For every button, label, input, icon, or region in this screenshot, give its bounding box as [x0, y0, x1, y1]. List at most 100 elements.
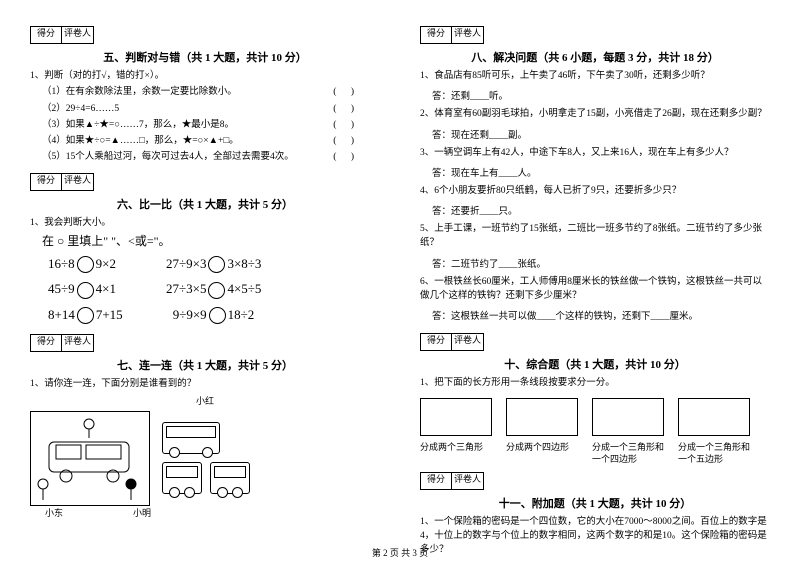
figure-row: [30, 411, 380, 506]
scene-box: [30, 411, 150, 506]
grader-label: 评卷人: [452, 333, 484, 351]
sec5-i1-text: （1）在有余数除法里，余数一定要比除数小。: [42, 87, 237, 97]
sec8-q4: 4、6个小朋友要折80只纸鹤，每人已折了9只，还要折多少只？: [420, 184, 770, 198]
cmp-row-2: 45÷9 4×1 27÷3×5 4×5÷5: [48, 281, 380, 299]
cmp-r: 4×1: [96, 281, 116, 296]
circle-blank[interactable]: [209, 307, 226, 324]
score-label: 得分: [30, 334, 62, 352]
sec11-title: 十一、附加题（共 1 大题，共计 10 分）: [420, 495, 770, 511]
rect-4: [678, 398, 750, 436]
sec10-title: 十、综合题（共 1 大题，共计 10 分）: [420, 356, 770, 372]
cmp-r: 7+15: [96, 307, 123, 322]
right-column: 得分 评卷人 八、解决问题（共 6 小题，每题 3 分，共计 18 分） 1、食…: [420, 20, 770, 545]
paren: ( ): [333, 85, 360, 99]
cmp-pair: 16÷8 9×2: [48, 256, 116, 274]
cmp-l: 45÷9: [48, 281, 75, 296]
sec8-a3: 答：现在车上有____人。: [432, 165, 770, 179]
rect-1: [420, 398, 492, 436]
grader-label: 评卷人: [452, 26, 484, 44]
fig-bottom-labels: 小东 小明: [45, 506, 380, 519]
sec7-title: 七、连一连（共 1 大题，共计 5 分）: [30, 357, 380, 373]
cap-1: 分成两个三角形: [420, 442, 492, 465]
circle-blank[interactable]: [77, 282, 94, 299]
left-column: 得分 评卷人 五、判断对与错（共 1 大题，共计 10 分） 1、判断（对的打√…: [30, 20, 380, 545]
paren: ( ): [333, 102, 360, 116]
sec5-i3: （3）如果▲÷★=○……7，那么，★最小是8。 ( ): [42, 118, 380, 132]
score-label: 得分: [30, 26, 62, 44]
circle-blank[interactable]: [208, 256, 225, 273]
sec8-a2: 答：现在还剩____副。: [432, 127, 770, 141]
fig-left-label: 小东: [45, 506, 63, 519]
page-footer: 第 2 页 共 3 页: [0, 546, 800, 559]
sec5-i4-text: （4）如果★÷○=▲……□，那么，★=○×▲+□。: [42, 136, 239, 146]
sec5-i5-text: （5）15个人乘船过河，每次可过去4人，全部过去需要4次。: [42, 152, 294, 162]
sec10-q: 1、把下面的长方形用一条线段按要求分一分。: [420, 376, 770, 390]
score-label: 得分: [420, 26, 452, 44]
cmp-row-3: 8+14 7+15 9÷9×9 18÷2: [48, 307, 380, 325]
sec5-i5: （5）15个人乘船过河，每次可过去4人，全部过去需要4次。 ( ): [42, 150, 380, 164]
sec5-i2: （2）29÷4=6……5 ( ): [42, 102, 380, 116]
cmp-r: 4×5÷5: [227, 281, 261, 296]
cmp-pair: 27÷3×5 4×5÷5: [166, 281, 261, 299]
sec8-q2: 2、体育室有60副羽毛球拍，小明拿走了15副，小亮借走了26副，现在还剩多少副？: [420, 107, 770, 121]
cmp-l: 16÷8: [48, 256, 75, 271]
van-views: [162, 422, 250, 494]
grader-label: 评卷人: [452, 472, 484, 490]
sec8-a6: 答：这根铁丝一共可以做____个这样的铁钩，还剩下____厘米。: [432, 308, 770, 322]
rect-row: [420, 398, 770, 436]
cmp-pair: 9÷9×9 18÷2: [173, 307, 255, 325]
circle-blank[interactable]: [77, 256, 94, 273]
circle-blank[interactable]: [77, 307, 94, 324]
cmp-l: 27÷3×5: [166, 281, 206, 296]
sec8-q6: 6、一根铁丝长60厘米，工人师傅用8厘米长的铁丝做一个铁钩，这根铁丝一共可以做几…: [420, 275, 770, 304]
van-view-3: [210, 462, 250, 494]
score-box-11: 得分 评卷人: [420, 472, 770, 490]
van-view-2: [162, 462, 202, 494]
van-view-1: [162, 422, 220, 454]
score-label: 得分: [420, 333, 452, 351]
score-label: 得分: [420, 472, 452, 490]
grader-label: 评卷人: [62, 334, 94, 352]
fig-right-label: 小明: [133, 506, 151, 519]
caption-row: 分成两个三角形 分成两个四边形 分成一个三角形和一个四边形 分成一个三角形和一个…: [420, 442, 770, 465]
cap-2: 分成两个四边形: [506, 442, 578, 465]
sec8-q3: 3、一辆空调车上有42人，中途下车8人，又上来16人，现在车上有多少人？: [420, 146, 770, 160]
score-box-8: 得分 评卷人: [420, 26, 770, 44]
cmp-r: 18÷2: [228, 307, 255, 322]
fig-top-label: 小红: [30, 394, 380, 407]
score-box-5: 得分 评卷人: [30, 26, 380, 44]
rect-2: [506, 398, 578, 436]
sec5-q: 1、判断（对的打√，错的打×）。: [30, 69, 380, 83]
paren: ( ): [333, 150, 360, 164]
cmp-l: 8+14: [48, 307, 75, 322]
grader-label: 评卷人: [62, 26, 94, 44]
score-label: 得分: [30, 173, 62, 191]
cmp-l: 27÷9×3: [166, 256, 206, 271]
sec6-hint: 在 ○ 里填上" "、<或="。: [42, 232, 380, 250]
sec8-a4: 答：还要折____只。: [432, 203, 770, 217]
cap-3: 分成一个三角形和一个四边形: [592, 442, 664, 465]
sec5-i2-text: （2）29÷4=6……5: [42, 104, 119, 114]
sec8-q1: 1、食品店有85听可乐，上午卖了46听，下午卖了30听，还剩多少听？: [420, 69, 770, 83]
sec8-q5: 5、上手工课，一班节约了15张纸，二班比一班多节约了8张纸。二班节约了多少张纸？: [420, 222, 770, 251]
grader-label: 评卷人: [62, 173, 94, 191]
sec8-a1: 答：还剩____听。: [432, 88, 770, 102]
rect-3: [592, 398, 664, 436]
sec6-title: 六、比一比（共 1 大题，共计 5 分）: [30, 196, 380, 212]
score-box-6: 得分 评卷人: [30, 173, 380, 191]
sec8-a5: 答：二班节约了____张纸。: [432, 256, 770, 270]
sec8-title: 八、解决问题（共 6 小题，每题 3 分，共计 18 分）: [420, 49, 770, 65]
cmp-r: 3×8÷3: [227, 256, 261, 271]
paren: ( ): [333, 134, 360, 148]
sec5-i4: （4）如果★÷○=▲……□，那么，★=○×▲+□。 ( ): [42, 134, 380, 148]
cmp-r: 9×2: [96, 256, 116, 271]
cap-4: 分成一个三角形和一个五边形: [678, 442, 750, 465]
cmp-l: 9÷9×9: [173, 307, 207, 322]
cmp-row-1: 16÷8 9×2 27÷9×3 3×8÷3: [48, 256, 380, 274]
circle-blank[interactable]: [208, 282, 225, 299]
sec5-i1: （1）在有余数除法里，余数一定要比除数小。 ( ): [42, 85, 380, 99]
score-box-7: 得分 评卷人: [30, 334, 380, 352]
sec7-q: 1、请你连一连，下面分别是谁看到的？: [30, 377, 380, 391]
paren: ( ): [333, 118, 360, 132]
sec5-i3-text: （3）如果▲÷★=○……7，那么，★最小是8。: [42, 120, 234, 130]
